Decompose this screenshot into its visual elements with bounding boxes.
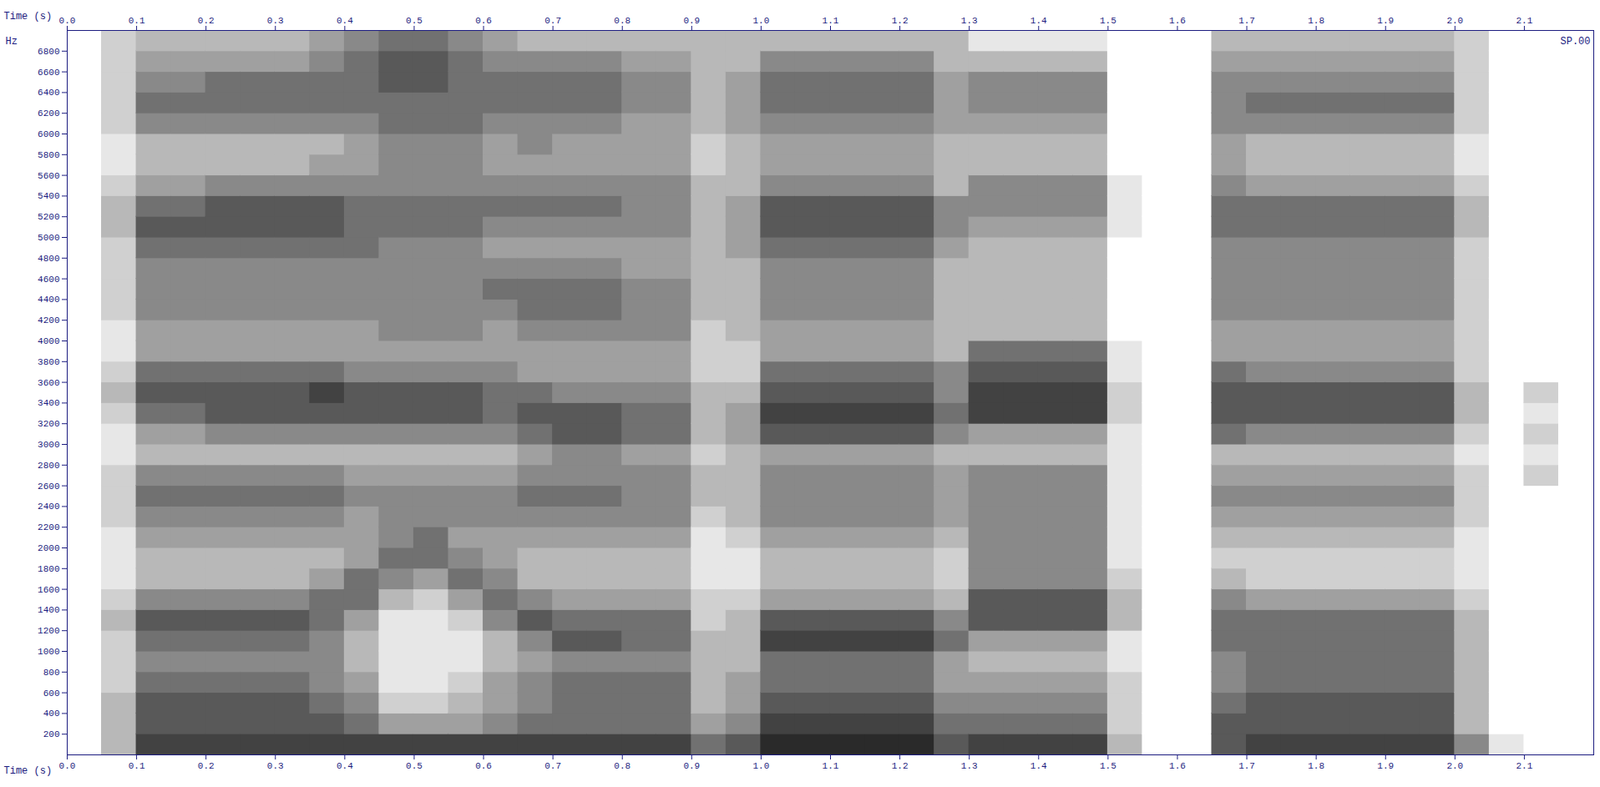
svg-text:1.9: 1.9 — [1377, 15, 1394, 26]
svg-text:0.1: 0.1 — [128, 761, 146, 772]
svg-text:0.1: 0.1 — [128, 15, 146, 26]
svg-text:6600: 6600 — [37, 67, 60, 78]
svg-text:Hz: Hz — [5, 35, 18, 48]
svg-text:1.0: 1.0 — [753, 761, 770, 772]
svg-text:6200: 6200 — [37, 108, 60, 119]
svg-text:1.6: 1.6 — [1169, 761, 1186, 772]
svg-text:Time (s): Time (s) — [4, 10, 53, 23]
svg-text:1.8: 1.8 — [1307, 761, 1325, 772]
svg-text:1.3: 1.3 — [961, 761, 978, 772]
svg-text:5800: 5800 — [37, 150, 60, 161]
svg-text:2200: 2200 — [37, 522, 60, 533]
svg-text:0.5: 0.5 — [405, 761, 423, 772]
svg-text:1000: 1000 — [37, 647, 60, 658]
svg-text:800: 800 — [43, 668, 61, 679]
svg-text:0.4: 0.4 — [336, 15, 354, 26]
svg-text:6400: 6400 — [37, 87, 60, 98]
svg-text:3000: 3000 — [37, 440, 60, 451]
svg-text:1600: 1600 — [37, 585, 60, 596]
svg-text:0.3: 0.3 — [267, 15, 284, 26]
svg-text:6800: 6800 — [37, 46, 60, 57]
svg-text:5200: 5200 — [37, 212, 60, 223]
svg-text:1.8: 1.8 — [1307, 15, 1325, 26]
svg-text:5000: 5000 — [37, 232, 60, 244]
svg-text:1200: 1200 — [37, 626, 60, 637]
svg-text:1.7: 1.7 — [1238, 15, 1256, 26]
svg-text:0.6: 0.6 — [475, 15, 492, 26]
svg-text:1400: 1400 — [37, 605, 60, 616]
svg-text:Time (s): Time (s) — [4, 765, 53, 778]
svg-text:0.4: 0.4 — [336, 761, 354, 772]
svg-text:4800: 4800 — [37, 253, 60, 264]
svg-text:2.0: 2.0 — [1446, 15, 1464, 26]
svg-text:1.5: 1.5 — [1099, 15, 1117, 26]
svg-text:1.1: 1.1 — [822, 15, 840, 26]
svg-text:1.5: 1.5 — [1099, 761, 1117, 772]
svg-text:0.7: 0.7 — [544, 761, 562, 772]
svg-text:3200: 3200 — [37, 419, 60, 430]
svg-text:2400: 2400 — [37, 501, 60, 512]
svg-text:0.5: 0.5 — [405, 15, 423, 26]
svg-text:1.1: 1.1 — [822, 761, 840, 772]
svg-text:0.0: 0.0 — [59, 15, 76, 26]
svg-text:1.2: 1.2 — [891, 15, 909, 26]
svg-text:1800: 1800 — [37, 564, 60, 575]
svg-text:3800: 3800 — [37, 357, 60, 368]
svg-text:2600: 2600 — [37, 481, 60, 492]
svg-text:1.3: 1.3 — [961, 15, 978, 26]
svg-text:4400: 4400 — [37, 294, 60, 305]
svg-text:2.1: 2.1 — [1516, 761, 1534, 772]
svg-text:0.0: 0.0 — [59, 761, 76, 772]
svg-text:200: 200 — [43, 729, 61, 740]
svg-text:0.9: 0.9 — [683, 761, 700, 772]
svg-text:0.6: 0.6 — [475, 761, 492, 772]
svg-text:1.0: 1.0 — [753, 15, 770, 26]
svg-text:2.1: 2.1 — [1516, 15, 1534, 26]
svg-text:1.7: 1.7 — [1238, 761, 1256, 772]
svg-text:0.7: 0.7 — [544, 15, 562, 26]
svg-text:1.4: 1.4 — [1030, 761, 1048, 772]
svg-text:0.8: 0.8 — [613, 761, 631, 772]
svg-text:4000: 4000 — [37, 336, 60, 347]
svg-text:5400: 5400 — [37, 191, 60, 202]
svg-text:1.2: 1.2 — [891, 761, 909, 772]
svg-text:4200: 4200 — [37, 315, 60, 326]
svg-text:600: 600 — [43, 688, 61, 699]
svg-text:1.6: 1.6 — [1169, 15, 1186, 26]
svg-text:2800: 2800 — [37, 460, 60, 471]
svg-text:0.2: 0.2 — [197, 15, 215, 26]
svg-text:3400: 3400 — [37, 398, 60, 409]
svg-text:0.3: 0.3 — [267, 761, 284, 772]
svg-text:5600: 5600 — [37, 171, 60, 182]
svg-text:4600: 4600 — [37, 274, 60, 285]
svg-text:2000: 2000 — [37, 543, 60, 554]
svg-text:3600: 3600 — [37, 378, 60, 389]
svg-text:0.2: 0.2 — [197, 761, 215, 772]
svg-text:1.4: 1.4 — [1030, 15, 1048, 26]
svg-text:0.9: 0.9 — [683, 15, 700, 26]
svg-text:SP.00: SP.00 — [1559, 35, 1590, 48]
svg-text:1.9: 1.9 — [1377, 761, 1394, 772]
svg-text:6000: 6000 — [37, 129, 60, 140]
svg-text:0.8: 0.8 — [613, 15, 631, 26]
svg-text:400: 400 — [43, 708, 61, 719]
svg-text:2.0: 2.0 — [1446, 761, 1464, 772]
